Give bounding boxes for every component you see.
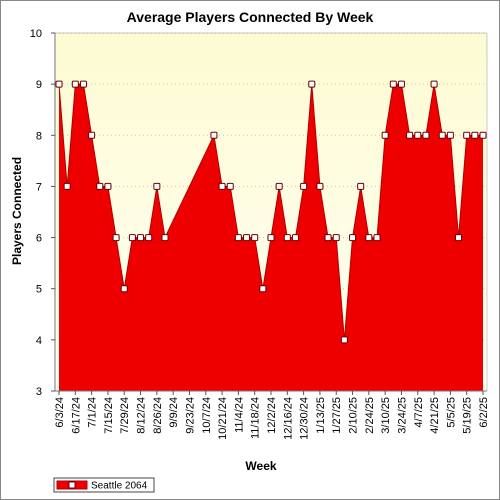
x-tick-label: 8/12/24 bbox=[136, 397, 148, 434]
data-point bbox=[381, 131, 389, 139]
chart-title: Average Players Connected By Week bbox=[127, 9, 374, 25]
x-tick-label: 11/4/24 bbox=[233, 397, 245, 433]
data-point bbox=[88, 131, 96, 139]
x-tick-label: 12/2/24 bbox=[266, 397, 278, 434]
data-point bbox=[153, 182, 161, 190]
y-axis-ticks: 3 4 5 6 7 8 9 10 bbox=[30, 28, 55, 398]
x-tick-label: 10/7/24 bbox=[201, 397, 213, 434]
data-point bbox=[414, 131, 422, 139]
data-point bbox=[349, 234, 357, 242]
data-point bbox=[316, 182, 324, 190]
legend-label: Seattle 2064 bbox=[91, 481, 148, 492]
data-point bbox=[71, 80, 79, 88]
x-tick-label: 4/21/25 bbox=[429, 397, 441, 434]
x-tick-label: 7/1/24 bbox=[87, 397, 99, 428]
data-point bbox=[145, 234, 153, 242]
y-tick-label: 8 bbox=[36, 130, 42, 142]
x-tick-label: 4/7/25 bbox=[413, 397, 425, 428]
data-point bbox=[373, 234, 381, 242]
x-axis-label: Week bbox=[245, 459, 276, 473]
data-point bbox=[471, 131, 479, 139]
x-tick-label: 3/24/25 bbox=[396, 397, 408, 434]
data-point bbox=[332, 234, 340, 242]
data-point bbox=[300, 182, 308, 190]
data-point bbox=[55, 80, 63, 88]
y-axis-label: Players Connected bbox=[10, 157, 24, 265]
data-point bbox=[438, 131, 446, 139]
data-point bbox=[79, 80, 87, 88]
data-point bbox=[291, 234, 299, 242]
data-point bbox=[430, 80, 438, 88]
x-tick-label: 5/19/25 bbox=[462, 397, 474, 434]
data-point bbox=[365, 234, 373, 242]
x-tick-label: 10/21/24 bbox=[217, 397, 229, 440]
data-point bbox=[226, 182, 234, 190]
data-points bbox=[55, 80, 487, 344]
data-point bbox=[251, 234, 259, 242]
data-point bbox=[96, 182, 104, 190]
data-point bbox=[243, 234, 251, 242]
x-tick-label: 1/27/25 bbox=[331, 397, 343, 434]
x-tick-label: 2/24/25 bbox=[364, 397, 376, 434]
data-point bbox=[218, 182, 226, 190]
x-axis-ticks: 6/3/24 6/17/24 7/1/24 7/15/24 7/29/24 8/12/24… bbox=[54, 391, 490, 440]
data-point bbox=[397, 80, 405, 88]
data-point bbox=[259, 285, 267, 293]
y-tick-label: 10 bbox=[30, 28, 42, 40]
data-point bbox=[455, 234, 463, 242]
x-tick-label: 12/16/24 bbox=[282, 397, 294, 440]
y-tick-label: 6 bbox=[36, 233, 42, 245]
y-tick-label: 4 bbox=[36, 335, 42, 347]
data-point bbox=[234, 234, 242, 242]
x-tick-label: 7/15/24 bbox=[103, 397, 115, 434]
data-point bbox=[463, 131, 471, 139]
data-point bbox=[446, 131, 454, 139]
x-tick-label: 1/13/25 bbox=[315, 397, 327, 434]
data-point bbox=[128, 234, 136, 242]
data-point bbox=[267, 234, 275, 242]
legend: Seattle 2064 bbox=[53, 477, 155, 493]
data-point bbox=[63, 182, 71, 190]
data-point bbox=[120, 285, 128, 293]
data-point bbox=[283, 234, 291, 242]
data-point bbox=[104, 182, 112, 190]
x-tick-label: 6/17/24 bbox=[70, 397, 82, 434]
data-point bbox=[479, 131, 487, 139]
data-point bbox=[308, 80, 316, 88]
data-point bbox=[137, 234, 145, 242]
x-tick-label: 6/2/25 bbox=[478, 397, 490, 428]
y-tick-label: 9 bbox=[36, 79, 42, 91]
data-point bbox=[406, 131, 414, 139]
x-tick-label: 8/26/24 bbox=[152, 397, 164, 434]
data-point bbox=[422, 131, 430, 139]
x-tick-label: 5/5/25 bbox=[445, 397, 457, 428]
x-tick-label: 9/9/24 bbox=[168, 397, 180, 428]
y-tick-label: 7 bbox=[36, 181, 42, 193]
legend-marker bbox=[68, 481, 76, 489]
x-tick-label: 3/10/25 bbox=[380, 397, 392, 434]
data-point bbox=[112, 234, 120, 242]
y-tick-label: 3 bbox=[36, 386, 42, 398]
data-point bbox=[324, 234, 332, 242]
x-tick-label: 7/29/24 bbox=[119, 397, 131, 434]
data-point bbox=[210, 131, 218, 139]
x-tick-label: 12/30/24 bbox=[299, 397, 311, 440]
x-tick-label: 11/18/24 bbox=[250, 397, 262, 439]
x-tick-label: 6/3/24 bbox=[54, 397, 66, 428]
data-point bbox=[161, 234, 169, 242]
data-point bbox=[275, 182, 283, 190]
y-tick-label: 5 bbox=[36, 284, 42, 296]
x-tick-label: 2/10/25 bbox=[348, 397, 360, 434]
data-point bbox=[357, 182, 365, 190]
data-point bbox=[340, 336, 348, 344]
x-tick-label: 9/23/24 bbox=[184, 397, 196, 434]
data-point bbox=[389, 80, 397, 88]
